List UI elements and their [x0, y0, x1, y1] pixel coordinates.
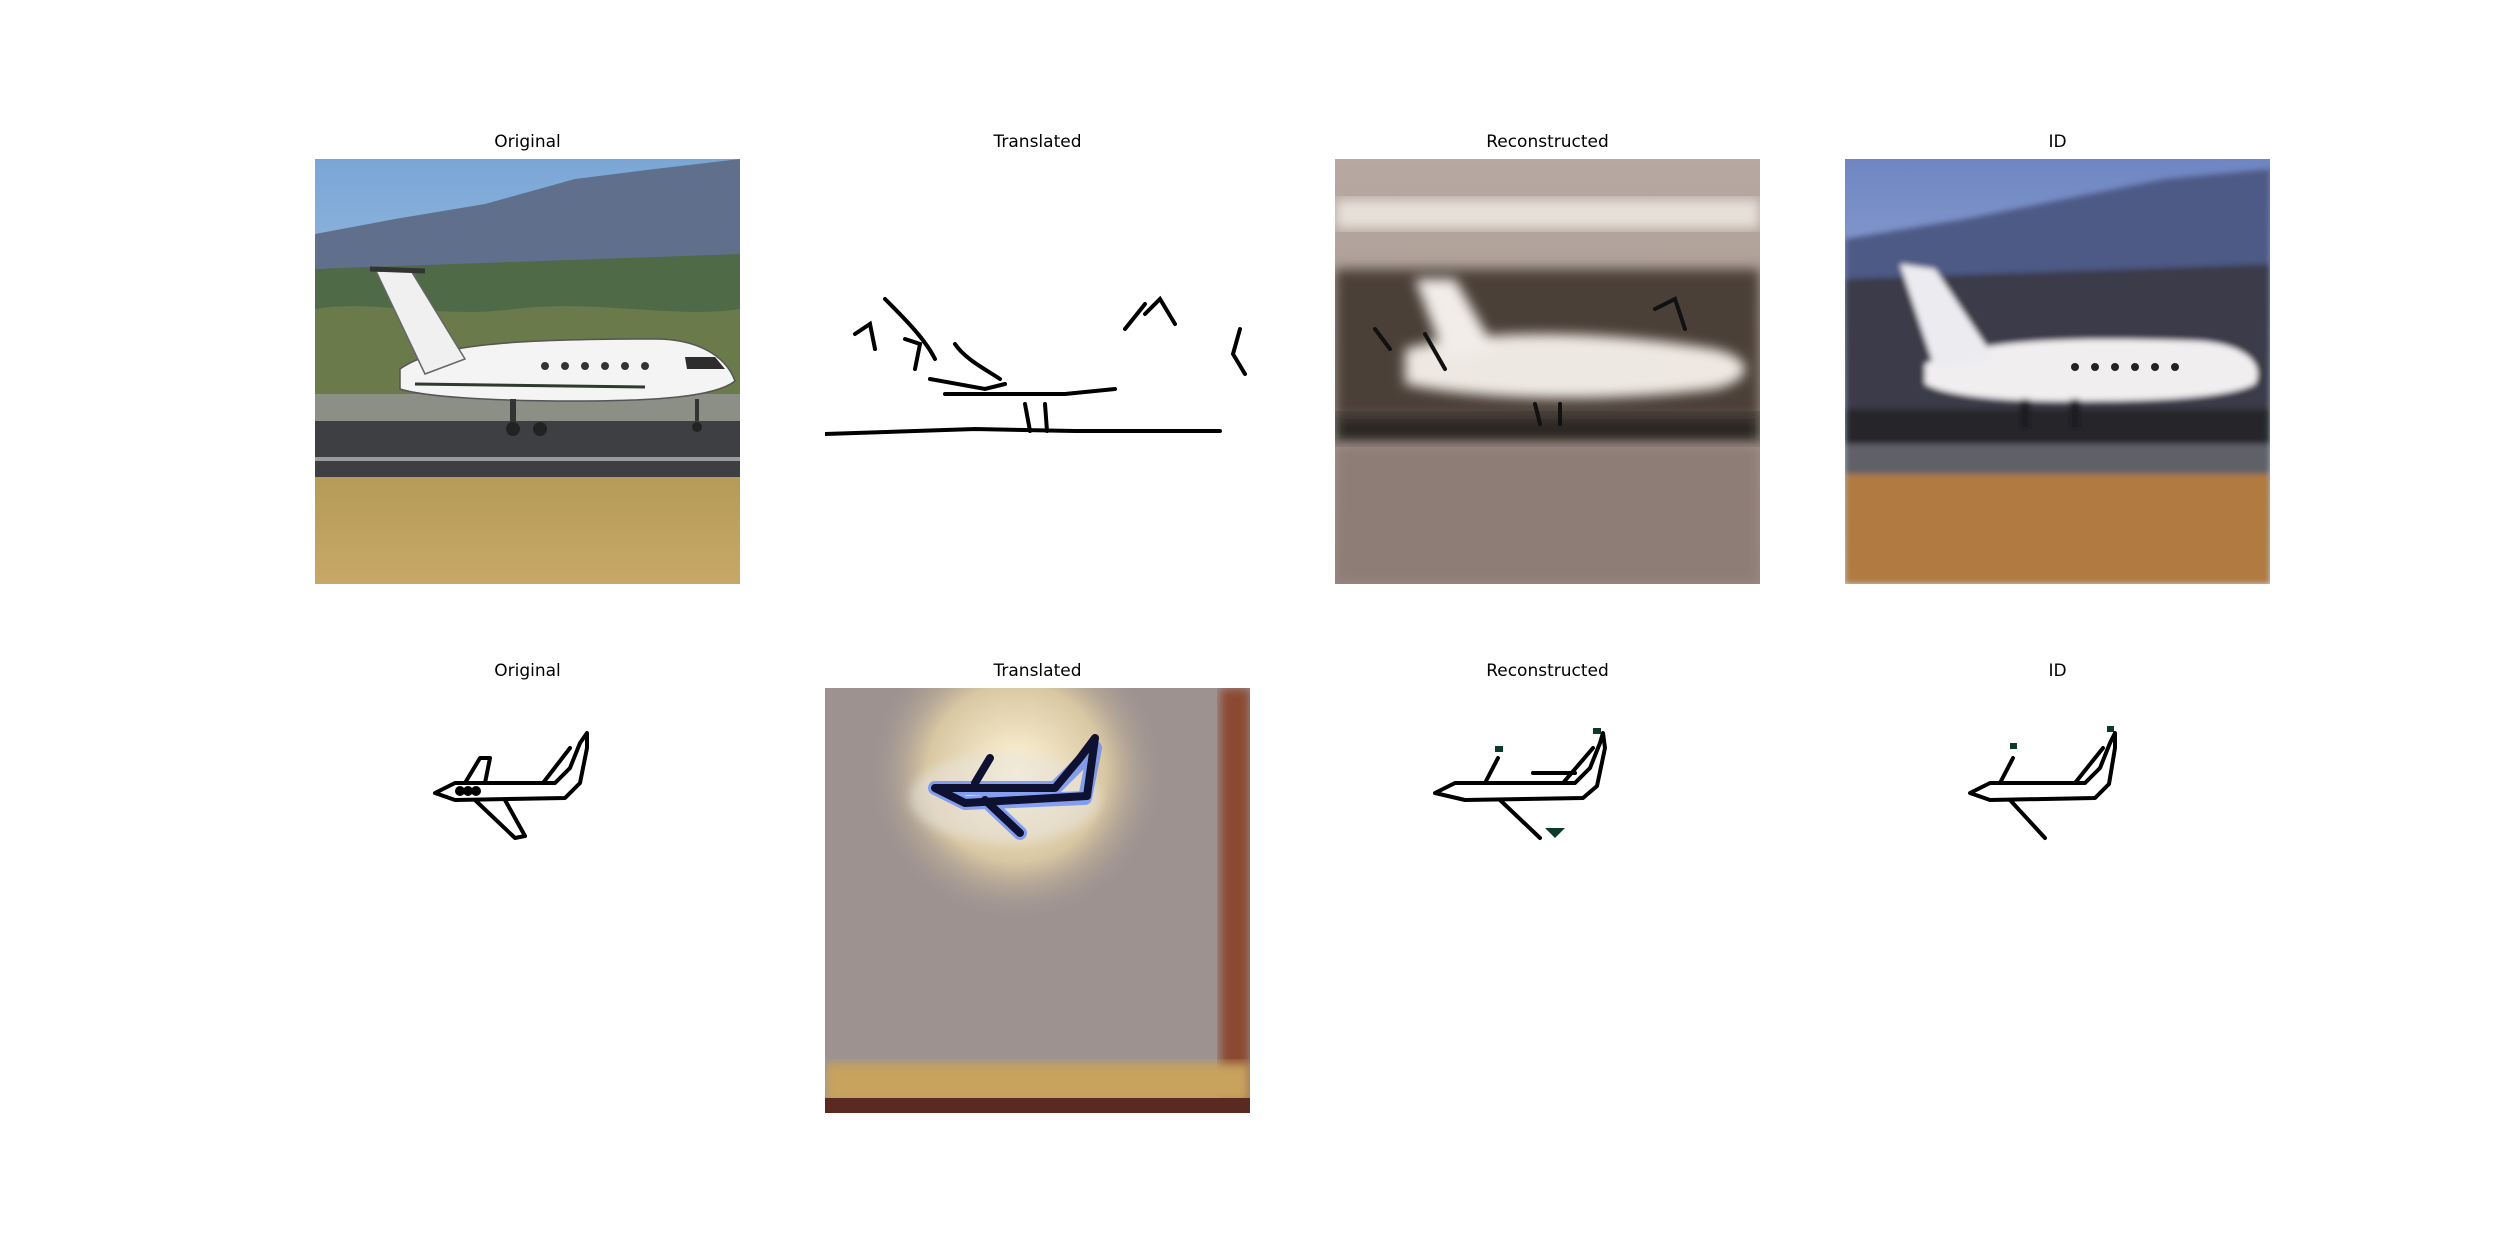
panel-row1-original: Original	[315, 132, 740, 584]
panel-row1-translated: Translated	[825, 132, 1250, 584]
sketch-plane-identity	[1845, 688, 2270, 1113]
panel-title: Original	[494, 661, 561, 681]
photo-jet-original	[315, 159, 740, 584]
photo-jet-reconstructed	[1335, 159, 1760, 584]
panel-row1-reconstructed: Reconstructed	[1335, 132, 1760, 584]
panel-row2-reconstructed: Reconstructed	[1335, 661, 1760, 1113]
panel-title: ID	[2048, 661, 2067, 681]
panel-row1-id: ID	[1845, 132, 2270, 584]
panel-title: Reconstructed	[1486, 132, 1609, 152]
panel-title: Translated	[993, 132, 1082, 152]
panel-title: Translated	[993, 661, 1082, 681]
panel-row2-original: Original	[315, 661, 740, 1113]
sketch-jet-translated	[825, 159, 1250, 584]
sketch-plane-reconstructed	[1335, 688, 1760, 1113]
panel-row2-id: ID	[1845, 661, 2270, 1113]
sketch-plane-original	[315, 688, 740, 1113]
panel-title: Reconstructed	[1486, 661, 1609, 681]
photo-plane-translated	[825, 688, 1250, 1113]
panel-title: ID	[2048, 132, 2067, 152]
photo-jet-identity	[1845, 159, 2270, 584]
panel-row2-translated: Translated	[825, 661, 1250, 1113]
panel-title: Original	[494, 132, 561, 152]
